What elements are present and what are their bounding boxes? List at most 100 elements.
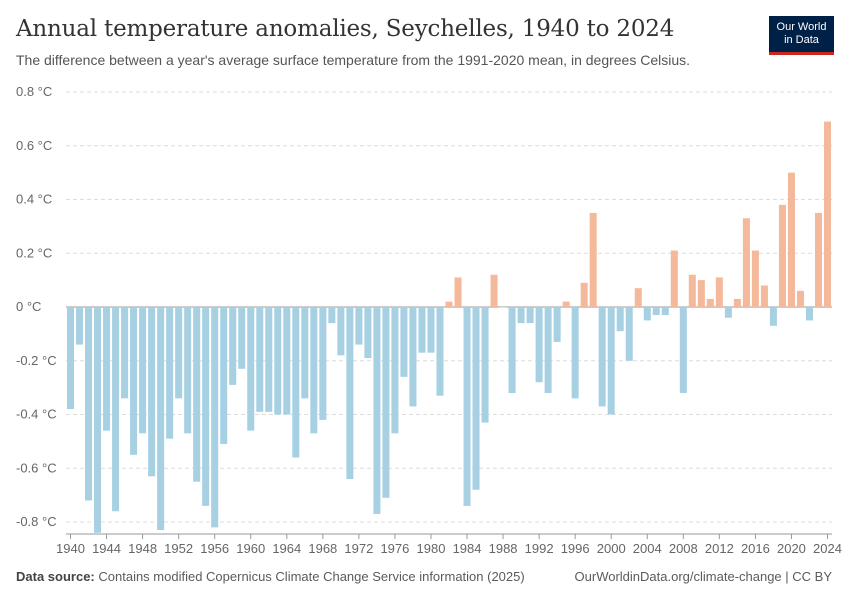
bar-1970 [337, 307, 345, 356]
y-tick-label: -0.8 °C [16, 514, 57, 529]
bar-1996 [571, 307, 579, 399]
footer-link[interactable]: OurWorldinData.org/climate-change | CC B… [574, 569, 832, 584]
data-source-text: Contains modified Copernicus Climate Cha… [98, 569, 525, 584]
y-tick-label: 0 °C [16, 299, 41, 314]
data-source-label: Data source: [16, 569, 95, 584]
bar-1972 [355, 307, 363, 345]
bar-1981 [436, 307, 444, 396]
y-tick-label: -0.2 °C [16, 353, 57, 368]
bar-1945 [112, 307, 120, 512]
logo-line-2: in Data [784, 34, 819, 46]
bar-1993 [544, 307, 552, 393]
bar-1956 [211, 307, 219, 528]
bar-1948 [139, 307, 147, 434]
x-tick-label: 1992 [525, 541, 554, 556]
bar-2003 [634, 288, 642, 307]
bar-1941 [76, 307, 84, 345]
bar-1940 [66, 307, 75, 410]
bar-1984 [463, 307, 471, 506]
x-tick-label: 1968 [308, 541, 337, 556]
bar-1974 [373, 307, 381, 514]
bar-1952 [175, 307, 183, 399]
bar-1979 [418, 307, 426, 353]
bar-1966 [301, 307, 309, 399]
bar-1977 [400, 307, 408, 377]
x-tick-label: 1972 [344, 541, 373, 556]
x-tick-label: 2016 [741, 541, 770, 556]
x-tick-label: 1976 [380, 541, 409, 556]
bar-2015 [742, 218, 750, 307]
x-tick-label: 1964 [272, 541, 301, 556]
bar-1951 [166, 307, 174, 439]
bar-1962 [265, 307, 273, 412]
y-tick-label: -0.4 °C [16, 407, 57, 422]
x-tick-label: 2012 [705, 541, 734, 556]
x-tick-label: 2000 [597, 541, 626, 556]
bar-1978 [409, 307, 417, 407]
x-tick-label: 2008 [669, 541, 698, 556]
bar-1959 [238, 307, 246, 369]
bar-1949 [148, 307, 156, 477]
x-tick-label: 1988 [489, 541, 518, 556]
bar-1975 [382, 307, 390, 498]
bar-1980 [427, 307, 435, 353]
bar-1950 [157, 307, 165, 531]
bar-1995 [562, 301, 570, 307]
bar-2004 [643, 307, 651, 321]
bar-1964 [283, 307, 291, 415]
bar-1960 [247, 307, 255, 431]
bar-1992 [535, 307, 543, 383]
bar-1942 [85, 307, 93, 501]
x-tick-label: 1944 [92, 541, 121, 556]
x-tick-label: 1956 [200, 541, 229, 556]
bar-2002 [625, 307, 633, 361]
x-tick-label: 2020 [777, 541, 806, 556]
bar-1946 [121, 307, 129, 399]
x-tick-label: 2024 [813, 541, 842, 556]
bar-1958 [229, 307, 237, 385]
bar-2013 [724, 307, 732, 318]
bar-2018 [769, 307, 777, 326]
bar-2021 [796, 290, 804, 307]
x-tick-label: 1984 [453, 541, 482, 556]
logo-line-1: Our World [776, 21, 827, 33]
bar-1953 [184, 307, 192, 434]
bar-2016 [751, 250, 759, 307]
bar-1986 [481, 307, 489, 423]
owid-logo[interactable]: Our World in Data [769, 16, 834, 55]
x-tick-label: 1948 [128, 541, 157, 556]
bar-1990 [517, 307, 525, 324]
bar-2014 [733, 298, 741, 307]
bar-2008 [679, 307, 687, 393]
y-tick-label: -0.6 °C [16, 460, 57, 475]
bar-1999 [598, 307, 606, 407]
y-tick-label: 0.8 °C [16, 84, 52, 99]
bar-1963 [274, 307, 282, 415]
bar-1983 [454, 277, 462, 307]
bar-1947 [130, 307, 138, 455]
bar-2017 [760, 285, 768, 307]
chart-title: Annual temperature anomalies, Seychelles… [16, 16, 675, 42]
x-tick-label: 1996 [561, 541, 590, 556]
bar-1961 [256, 307, 264, 412]
bar-1997 [580, 282, 588, 307]
bar-2011 [706, 298, 714, 307]
x-tick-label: 2004 [633, 541, 662, 556]
y-tick-label: 0.2 °C [16, 245, 52, 260]
bar-1944 [103, 307, 111, 431]
bar-1982 [445, 301, 453, 307]
bar-1976 [391, 307, 399, 434]
bar-1967 [310, 307, 318, 434]
bar-1991 [526, 307, 534, 324]
bar-1989 [508, 307, 516, 393]
bar-1988 [499, 307, 507, 308]
x-tick-label: 1960 [236, 541, 265, 556]
y-tick-label: 0.6 °C [16, 138, 52, 153]
bar-2000 [607, 307, 615, 415]
bar-1971 [346, 307, 354, 479]
x-tick-label: 1940 [56, 541, 85, 556]
bar-2010 [697, 280, 705, 307]
bar-1973 [364, 307, 372, 359]
x-tick-label: 1952 [164, 541, 193, 556]
bar-2005 [652, 307, 660, 316]
